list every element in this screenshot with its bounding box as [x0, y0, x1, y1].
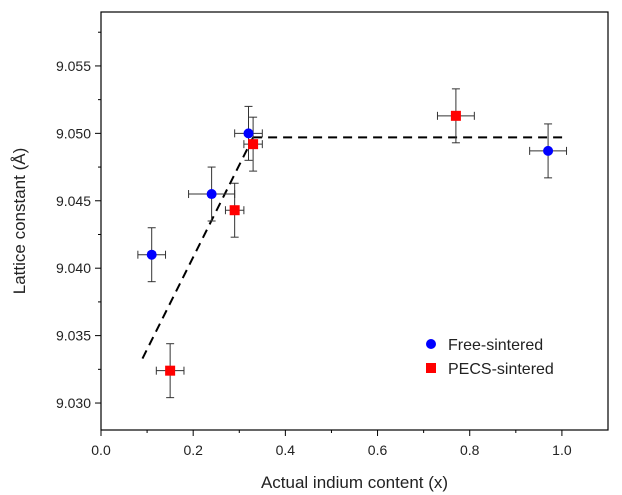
- pecs-sintered-point: [165, 365, 176, 376]
- legend-marker-pecs-sintered: [426, 363, 436, 373]
- y-axis-title: Lattice constant (Å): [10, 148, 29, 294]
- x-tick-label: 0.8: [460, 442, 480, 458]
- pecs-sintered-point: [450, 110, 461, 121]
- free-sintered-point: [146, 249, 157, 260]
- free-sintered-point: [543, 145, 554, 156]
- free-sintered-point: [243, 128, 254, 139]
- x-tick-label: 0.0: [91, 442, 111, 458]
- y-tick-label: 9.050: [56, 125, 91, 141]
- y-tick-label: 9.055: [56, 58, 91, 74]
- x-axis-title: Actual indium content (x): [261, 473, 448, 492]
- free-sintered-point: [206, 189, 217, 200]
- legend-label: PECS-sintered: [448, 361, 554, 378]
- y-tick-label: 9.030: [56, 395, 91, 411]
- x-tick-label: 0.6: [368, 442, 388, 458]
- pecs-sintered-point: [229, 205, 240, 216]
- pecs-sintered-point: [248, 139, 259, 150]
- trend-line: [141, 136, 254, 359]
- legend-label: Free-sintered: [448, 337, 543, 354]
- legend: Free-sintered PECS-sintered: [426, 337, 554, 378]
- legend-marker-free-sintered: [426, 339, 436, 349]
- y-tick-label: 9.035: [56, 328, 91, 344]
- x-tick-label: 1.0: [552, 442, 572, 458]
- x-tick-label: 0.4: [276, 442, 296, 458]
- x-tick-label: 0.2: [183, 442, 203, 458]
- y-tick-label: 9.040: [56, 260, 91, 276]
- y-tick-label: 9.045: [56, 193, 91, 209]
- plot-frame: [100, 11, 609, 431]
